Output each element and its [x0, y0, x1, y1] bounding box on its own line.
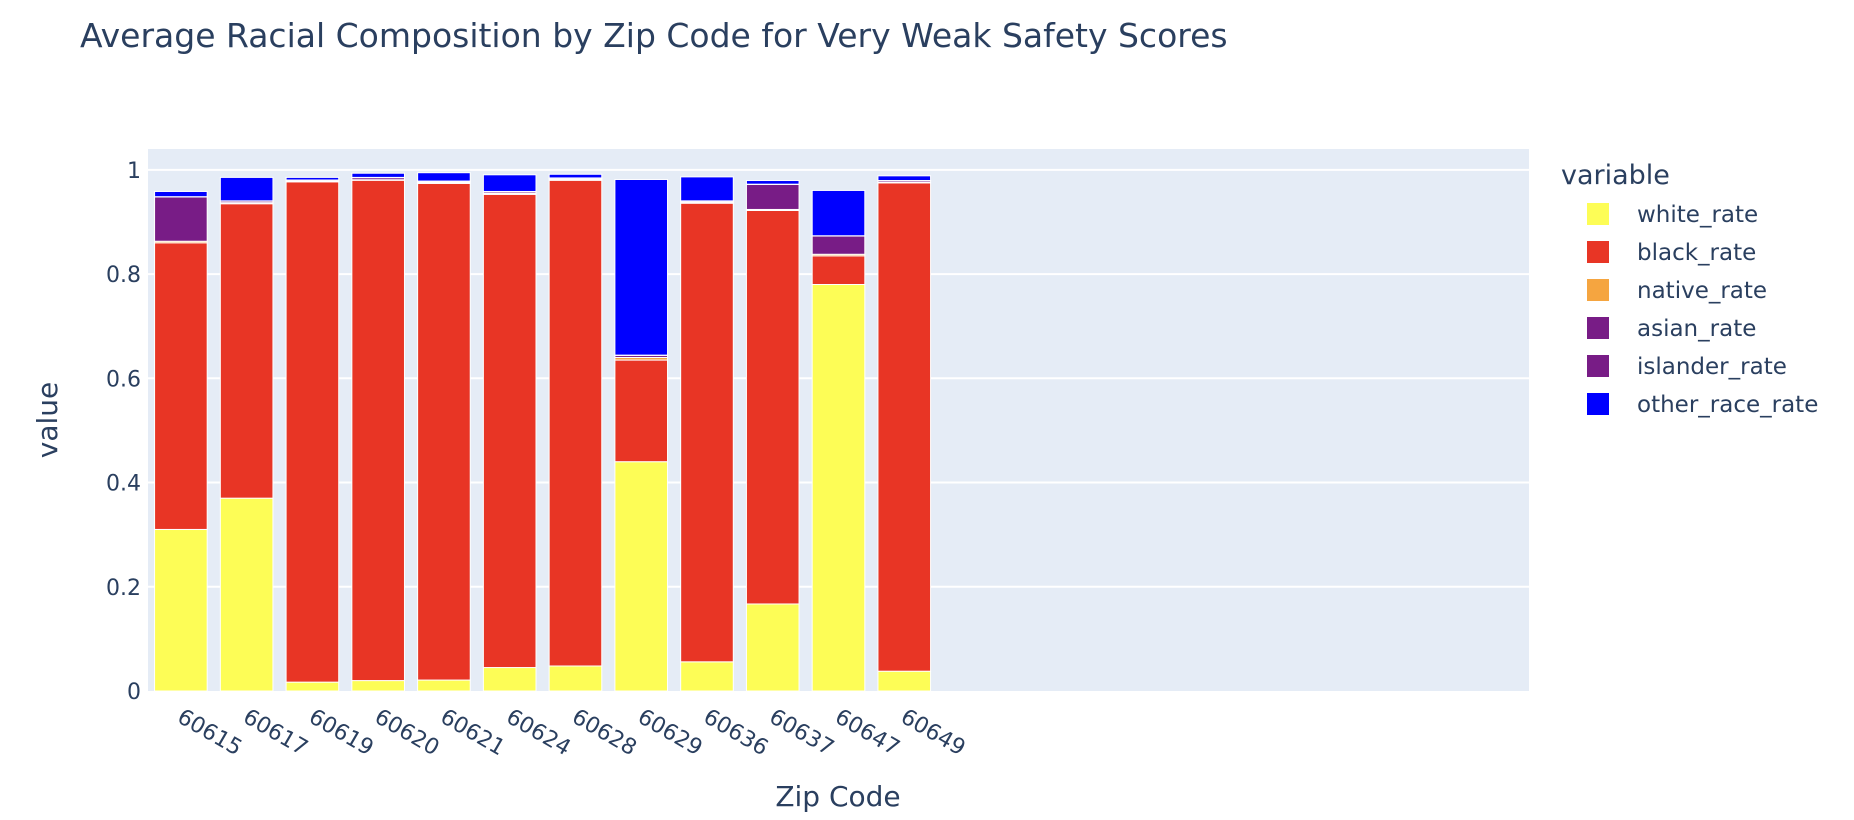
bar-white-rate-60619[interactable] [285, 681, 340, 692]
bar-white-rate-60647[interactable] [811, 284, 866, 692]
bar-other-race-rate-60621[interactable] [417, 172, 471, 182]
legend-label-asian-rate[interactable]: asian_rate [1637, 316, 1756, 342]
bar-black-rate-60637[interactable] [745, 209, 800, 605]
bar-white-rate-60637[interactable] [745, 603, 800, 692]
bar-black-rate-60647[interactable] [811, 255, 866, 285]
x-tick-label: 60621 [436, 705, 509, 762]
bar-asian-rate-60615[interactable] [154, 196, 208, 242]
bar-white-rate-60615[interactable] [154, 528, 208, 692]
legend-swatch-native-rate[interactable] [1587, 279, 1609, 301]
bar-other-race-rate-60617[interactable] [219, 176, 274, 202]
bar-black-rate-60615[interactable] [154, 242, 208, 530]
legend-swatch-white-rate[interactable] [1587, 203, 1609, 225]
y-tick-label: 1 [127, 159, 141, 184]
x-axis-ticks: 6061560617606196062060621606246062860629… [173, 705, 970, 762]
bar-black-rate-60629[interactable] [614, 359, 669, 463]
bar-other-race-rate-60636[interactable] [680, 176, 734, 202]
legend-swatch-islander-rate[interactable] [1587, 355, 1609, 377]
bar-other-race-rate-60637[interactable] [745, 180, 800, 185]
bar-black-rate-60619[interactable] [285, 181, 340, 683]
bar-white-rate-60628[interactable] [548, 665, 603, 692]
bar-other-race-rate-60620[interactable] [351, 172, 405, 178]
bar-black-rate-60649[interactable] [877, 182, 932, 672]
bar-other-race-rate-60628[interactable] [548, 173, 603, 179]
x-axis-title: Zip Code [775, 780, 900, 813]
legend-label-islander-rate[interactable]: islander_rate [1637, 354, 1787, 380]
bar-black-rate-60620[interactable] [351, 179, 405, 682]
x-tick-label: 60624 [502, 705, 575, 762]
bar-other-race-rate-60649[interactable] [877, 175, 932, 182]
x-tick-label: 60619 [304, 705, 377, 762]
bar-white-rate-60617[interactable] [219, 497, 274, 692]
bar-asian-rate-60647[interactable] [811, 235, 866, 255]
bar-black-rate-60636[interactable] [680, 202, 734, 663]
bar-white-rate-60620[interactable] [351, 680, 405, 692]
bar-black-rate-60617[interactable] [219, 203, 274, 499]
x-tick-label: 60636 [699, 705, 772, 762]
bar-white-rate-60649[interactable] [877, 670, 932, 692]
x-tick-label: 60647 [831, 705, 904, 762]
x-tick-label: 60637 [765, 705, 838, 762]
x-tick-label: 60628 [567, 705, 640, 762]
legend[interactable]: variable white_rate black_rate native_rate… [1561, 160, 1818, 418]
x-tick-label: 60615 [173, 705, 246, 762]
x-tick-label: 60620 [370, 705, 443, 762]
bar-black-rate-60628[interactable] [548, 179, 603, 667]
bar-other-race-rate-60615[interactable] [154, 190, 208, 198]
legend-label-white-rate[interactable]: white_rate [1637, 202, 1758, 228]
bar-white-rate-60624[interactable] [482, 667, 537, 692]
legend-swatch-black-rate[interactable] [1587, 241, 1609, 263]
y-axis-title: value [31, 382, 64, 458]
bar-black-rate-60621[interactable] [417, 182, 471, 681]
y-tick-label: 0.4 [106, 472, 141, 497]
legend-title: variable [1561, 160, 1670, 191]
bar-white-rate-60629[interactable] [614, 461, 669, 692]
bar-white-rate-60621[interactable] [417, 679, 471, 692]
legend-label-other-race-rate[interactable]: other_race_rate [1637, 392, 1818, 418]
bar-other-race-rate-60629[interactable] [614, 178, 669, 356]
legend-label-black-rate[interactable]: black_rate [1637, 240, 1756, 266]
legend-swatch-other-race-rate[interactable] [1587, 393, 1609, 415]
bar-other-race-rate-60619[interactable] [285, 176, 340, 181]
y-axis-ticks: 0 0.2 0.4 0.6 0.8 1 [106, 159, 141, 705]
bar-black-rate-60624[interactable] [482, 193, 537, 669]
legend-label-native-rate[interactable]: native_rate [1637, 278, 1767, 304]
y-tick-label: 0.2 [106, 576, 141, 601]
legend-swatch-asian-rate[interactable] [1587, 317, 1609, 339]
bar-white-rate-60636[interactable] [680, 661, 734, 692]
bar-other-race-rate-60647[interactable] [811, 189, 866, 237]
y-tick-label: 0.8 [106, 263, 141, 288]
x-tick-label: 60617 [239, 705, 312, 762]
chart-title: Average Racial Composition by Zip Code f… [80, 16, 1228, 55]
y-tick-label: 0.6 [106, 367, 141, 392]
x-tick-label: 60629 [633, 705, 706, 762]
y-tick-label: 0 [127, 680, 141, 705]
bars[interactable] [154, 172, 932, 692]
bar-other-race-rate-60624[interactable] [482, 174, 537, 192]
x-tick-label: 60649 [896, 705, 969, 762]
bar-asian-rate-60637[interactable] [745, 183, 800, 210]
